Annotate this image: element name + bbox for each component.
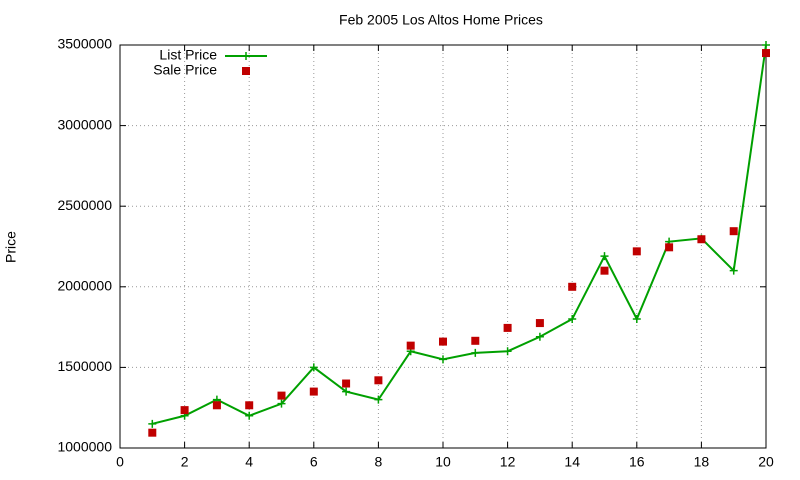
point: [148, 419, 157, 428]
point: [374, 395, 383, 404]
point: [439, 337, 447, 346]
point: [535, 332, 544, 341]
x-tick-label: 2: [181, 454, 189, 470]
point: [374, 376, 383, 385]
point: [503, 347, 512, 356]
point: [342, 379, 351, 388]
legend-label: Sale Price: [153, 62, 217, 78]
y-axis-label: Price: [3, 231, 19, 263]
point: [729, 227, 738, 236]
x-tick-label: 0: [116, 454, 124, 470]
y-tick-label: 3500000: [57, 36, 112, 52]
point: [600, 266, 609, 275]
x-tick-label: 16: [629, 454, 645, 470]
point: [471, 336, 480, 345]
point: [568, 282, 577, 291]
point: [406, 341, 415, 350]
chart-title: Feb 2005 Los Altos Home Prices: [339, 12, 543, 28]
x-tick-label: 18: [694, 454, 710, 470]
legend-swatch: [242, 52, 250, 60]
point: [762, 41, 770, 49]
point: [212, 401, 221, 410]
point: [665, 243, 674, 252]
point: [503, 323, 512, 332]
point: [697, 235, 706, 244]
point: [148, 428, 157, 437]
legend-swatch: [242, 67, 250, 75]
y-tick-label: 2000000: [57, 278, 112, 294]
point: [277, 399, 286, 408]
x-tick-label: 12: [500, 454, 516, 470]
series-line: [152, 44, 767, 425]
y-tick-label: 1000000: [57, 439, 112, 455]
point: [632, 315, 641, 324]
point: [180, 406, 189, 415]
point: [342, 387, 351, 396]
y-tick-label: 1500000: [57, 358, 112, 374]
plot-border: [119, 44, 767, 449]
point: [471, 348, 480, 357]
point: [277, 391, 286, 400]
point: [439, 355, 447, 364]
x-tick-label: 8: [375, 454, 383, 470]
point: [535, 319, 544, 328]
point: [762, 49, 770, 58]
point: [309, 387, 318, 396]
x-tick-label: 14: [564, 454, 580, 470]
y-tick-label: 3000000: [57, 116, 112, 132]
x-tick-label: 10: [435, 454, 451, 470]
y-tick-label: 2500000: [57, 197, 112, 213]
point: [632, 247, 641, 256]
point: [245, 401, 254, 410]
point: [309, 363, 318, 372]
point: [568, 315, 577, 324]
legend-label: List Price: [159, 47, 217, 63]
x-tick-label: 20: [758, 454, 774, 470]
point: [600, 252, 609, 261]
x-tick-label: 4: [245, 454, 253, 470]
x-tick-label: 6: [310, 454, 318, 470]
point: [729, 266, 738, 275]
point: [245, 411, 254, 420]
